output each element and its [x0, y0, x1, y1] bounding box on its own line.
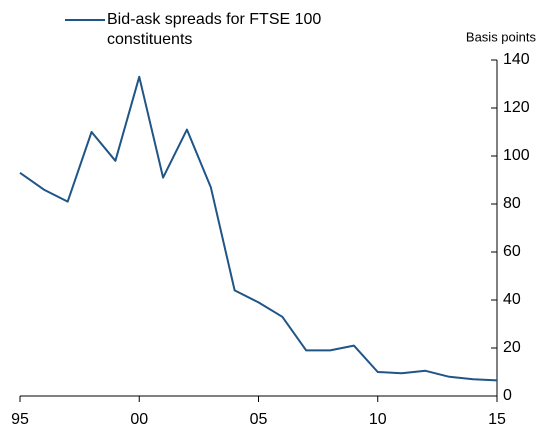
- x-tick-label: 10: [369, 411, 387, 428]
- series-line: [19, 75, 498, 382]
- y-axis-label: Basis points: [466, 29, 537, 44]
- y-tick-label: 140: [503, 51, 530, 68]
- legend-label: Bid-ask spreads for FTSE 100 constituent…: [107, 11, 322, 48]
- x-tick-label: 05: [250, 411, 268, 428]
- y-tick-label: 100: [503, 147, 530, 164]
- x-tick-label: 95: [11, 411, 29, 428]
- x-tick-label: 15: [488, 411, 506, 428]
- y-tick-label: 0: [503, 387, 512, 404]
- x-tick-label: 00: [130, 411, 148, 428]
- y-tick-label: 40: [503, 291, 521, 308]
- y-tick-label: 80: [503, 195, 521, 212]
- y-tick-label: 120: [503, 99, 530, 116]
- y-tick-label: 60: [503, 243, 521, 260]
- y-tick-label: 20: [503, 339, 521, 356]
